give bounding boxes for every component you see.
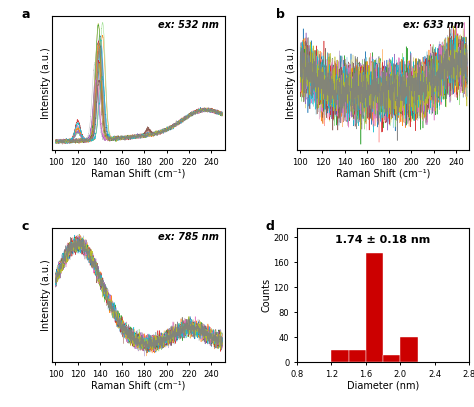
Bar [366,253,383,362]
Bar [383,355,401,362]
Y-axis label: Counts: Counts [262,278,272,312]
Y-axis label: Intensity (a.u.): Intensity (a.u.) [285,48,295,119]
X-axis label: Raman Shift (cm⁻¹): Raman Shift (cm⁻¹) [91,380,185,390]
Text: d: d [266,220,275,233]
Text: b: b [276,8,285,21]
Text: a: a [21,8,29,21]
Text: c: c [21,220,28,233]
Text: ex: 532 nm: ex: 532 nm [158,20,219,30]
Text: ex: 785 nm: ex: 785 nm [158,232,219,242]
Bar [331,350,348,362]
Bar [348,350,366,362]
Y-axis label: Intensity (a.u.): Intensity (a.u.) [41,259,51,331]
X-axis label: Diameter (nm): Diameter (nm) [347,380,419,390]
Y-axis label: Intensity (a.u.): Intensity (a.u.) [41,48,51,119]
X-axis label: Raman Shift (cm⁻¹): Raman Shift (cm⁻¹) [91,168,185,178]
Text: 1.74 ± 0.18 nm: 1.74 ± 0.18 nm [336,235,431,245]
Bar [401,337,418,362]
Text: ex: 633 nm: ex: 633 nm [403,20,464,30]
X-axis label: Raman Shift (cm⁻¹): Raman Shift (cm⁻¹) [336,168,430,178]
